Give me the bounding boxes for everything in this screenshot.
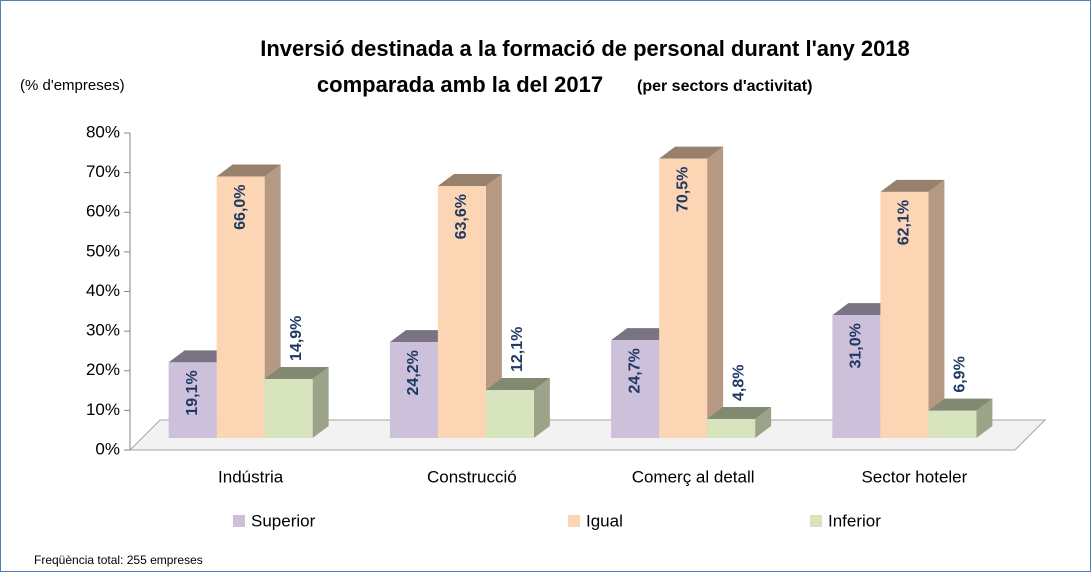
y-tick-label: 30% bbox=[86, 321, 120, 340]
x-tick-label: Indústria bbox=[218, 467, 284, 486]
bar-side bbox=[312, 366, 329, 438]
value-label: 19,1% bbox=[184, 370, 201, 415]
value-label: 12,1% bbox=[509, 327, 526, 372]
bar bbox=[707, 418, 756, 438]
y-tick-label: 50% bbox=[86, 241, 120, 260]
y-tick-label: 70% bbox=[86, 162, 120, 181]
y-axis-label: (% d'empreses) bbox=[20, 77, 125, 94]
legend-label: Superior bbox=[251, 511, 316, 530]
bar-top bbox=[437, 173, 502, 186]
bar-top bbox=[264, 366, 329, 379]
legend-swatch bbox=[810, 515, 822, 527]
bar-top bbox=[485, 378, 550, 391]
value-label: 24,7% bbox=[626, 348, 643, 393]
y-tick-label: 60% bbox=[86, 202, 120, 221]
value-label: 6,9% bbox=[952, 356, 969, 392]
bar-side bbox=[755, 406, 772, 438]
legend-label: Inferior bbox=[828, 511, 881, 530]
y-tick-label: 80% bbox=[86, 122, 120, 141]
legend-label: Igual bbox=[586, 511, 623, 530]
bar bbox=[389, 342, 438, 438]
y-tick-label: 40% bbox=[86, 281, 120, 300]
bar-side bbox=[533, 378, 550, 438]
bar bbox=[264, 378, 313, 438]
chart-subtitle: (per sectors d'activitat) bbox=[637, 78, 812, 95]
legend-swatch bbox=[233, 515, 245, 527]
bar-top bbox=[880, 179, 945, 192]
value-label: 24,2% bbox=[405, 350, 422, 395]
x-tick-label: Comerç al detall bbox=[632, 467, 755, 486]
bar bbox=[611, 340, 660, 438]
bar-side bbox=[264, 164, 281, 438]
bar-side bbox=[707, 146, 724, 439]
bar bbox=[928, 410, 977, 438]
chart-title: Inversió destinada a la formació de pers… bbox=[260, 36, 910, 61]
bar-top bbox=[707, 406, 772, 419]
value-label: 63,6% bbox=[453, 194, 470, 239]
bar-top bbox=[659, 146, 724, 159]
bar bbox=[485, 390, 534, 438]
bar bbox=[168, 362, 217, 438]
value-label: 66,0% bbox=[232, 184, 249, 229]
bar-top bbox=[928, 398, 993, 411]
bar bbox=[659, 158, 708, 439]
bar bbox=[832, 315, 881, 438]
y-tick-label: 20% bbox=[86, 360, 120, 379]
value-label: 14,9% bbox=[288, 316, 305, 361]
bar-side bbox=[485, 173, 502, 439]
bar bbox=[437, 185, 486, 438]
bar bbox=[216, 176, 265, 438]
value-label: 4,8% bbox=[730, 365, 747, 401]
bar-side bbox=[976, 398, 993, 438]
value-label: 70,5% bbox=[674, 167, 691, 212]
bar-top bbox=[216, 164, 281, 177]
bar bbox=[880, 191, 929, 438]
bar-side bbox=[928, 179, 945, 438]
legend-swatch bbox=[568, 515, 580, 527]
y-tick-label: 10% bbox=[86, 400, 120, 419]
value-label: 62,1% bbox=[896, 200, 913, 245]
note: Freqüència total: 255 empreses bbox=[34, 553, 203, 567]
value-label: 31,0% bbox=[848, 323, 865, 368]
x-tick-label: Construcció bbox=[427, 467, 517, 486]
x-tick-label: Sector hoteler bbox=[861, 467, 967, 486]
floor bbox=[128, 419, 1047, 451]
chart-title-line2: comparada amb la del 2017 bbox=[317, 72, 603, 97]
y-tick-label: 0% bbox=[95, 439, 120, 458]
